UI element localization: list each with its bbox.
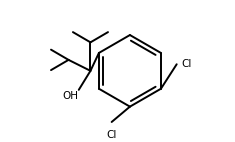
Text: OH: OH bbox=[63, 91, 79, 101]
Text: Cl: Cl bbox=[106, 130, 117, 140]
Text: Cl: Cl bbox=[181, 59, 192, 69]
